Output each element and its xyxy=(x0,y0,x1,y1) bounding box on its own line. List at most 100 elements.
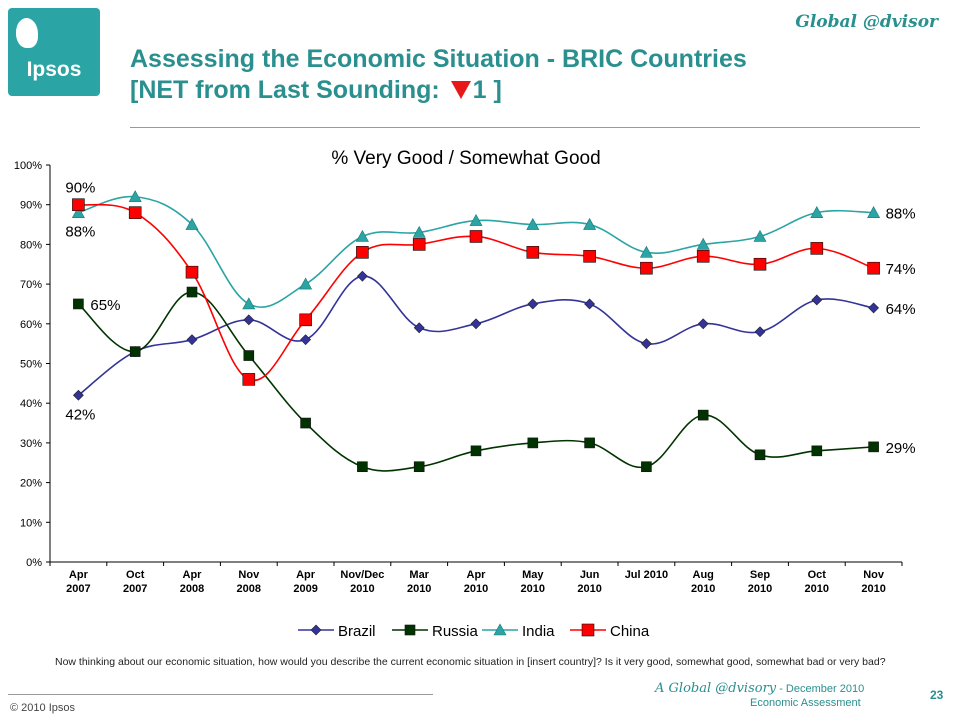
down-triangle-icon xyxy=(450,81,471,99)
x-tick-label: Nov xyxy=(238,569,260,581)
data-label-india: 88% xyxy=(886,206,916,223)
title-line2-pre: [NET from Last Sounding: xyxy=(130,76,447,104)
x-tick-label-year: 2007 xyxy=(123,583,147,595)
x-tick-label: May xyxy=(522,569,544,581)
x-tick-label: Apr xyxy=(467,569,487,581)
data-point-brazil xyxy=(811,294,823,306)
x-tick-label-year: 2010 xyxy=(577,583,601,595)
brand-top: Global @dvisor xyxy=(795,12,938,32)
title-part1: Assessing the Economic Situation - xyxy=(130,45,563,73)
data-point-russia xyxy=(73,298,84,310)
data-point-china xyxy=(867,261,880,275)
y-tick-label: 50% xyxy=(20,359,42,371)
data-point-india xyxy=(583,217,597,230)
x-tick-label: Jul 2010 xyxy=(625,569,668,581)
data-point-brazil xyxy=(72,389,84,401)
data-point-china xyxy=(696,250,710,263)
data-point-china xyxy=(640,261,653,275)
x-tick-label-year: 2010 xyxy=(350,583,374,595)
data-point-india xyxy=(128,190,142,203)
data-point-china xyxy=(412,238,426,251)
y-tick-label: 10% xyxy=(20,517,42,529)
data-label-russia: 65% xyxy=(90,297,120,314)
line-chart: % Very Good / Somewhat Good 0% 10% 20% 30% 40… xyxy=(14,148,916,640)
data-label-brazil: 42% xyxy=(65,406,95,423)
y-tick-label: 0% xyxy=(26,557,42,569)
x-tick-label-year: 2010 xyxy=(861,583,885,595)
data-point-russia xyxy=(413,461,425,473)
legend-marker-russia xyxy=(404,624,416,636)
x-tick-label: Apr xyxy=(296,569,316,581)
x-tick-label-year: 2010 xyxy=(805,583,829,595)
data-point-brazil xyxy=(300,334,312,346)
footer-brand-name: A Global @dvisory xyxy=(655,681,777,696)
data-point-russia xyxy=(584,437,595,449)
data-label-russia: 29% xyxy=(886,440,916,457)
footer-brand: A Global @dvisory - December 2010 xyxy=(655,680,864,696)
y-tick-label: 100% xyxy=(14,160,42,172)
x-tick-label: Sep xyxy=(750,569,770,581)
data-point-brazil xyxy=(754,326,766,338)
y-tick-label: 70% xyxy=(20,279,42,291)
y-tick-label: 60% xyxy=(20,319,42,331)
data-point-brazil xyxy=(697,318,709,330)
data-point-china xyxy=(299,313,312,327)
x-tick-label-year: 2010 xyxy=(464,583,488,595)
data-point-india xyxy=(867,206,881,218)
data-point-india xyxy=(299,277,313,290)
data-point-china xyxy=(753,257,767,271)
x-tick-label: Nov/Dec xyxy=(340,569,384,581)
y-tick-label: 80% xyxy=(20,239,42,251)
data-point-russia xyxy=(300,417,311,429)
series-line-india xyxy=(78,195,874,308)
y-tick-label: 90% xyxy=(20,200,42,212)
data-point-china xyxy=(583,250,596,263)
series-line-china xyxy=(78,203,874,382)
data-point-brazil xyxy=(527,298,539,310)
page-title: Assessing the Economic Situation - BRIC … xyxy=(130,44,910,106)
data-point-russia xyxy=(186,286,198,298)
x-tick-label: Mar xyxy=(409,569,429,581)
page-number: 23 xyxy=(930,688,944,702)
y-tick-label: 30% xyxy=(20,438,42,450)
copyright: © 2010 Ipsos xyxy=(10,702,75,714)
data-point-china xyxy=(128,206,142,219)
data-point-brazil xyxy=(640,338,652,350)
x-tick-label-year: 2010 xyxy=(407,583,431,595)
data-point-brazil xyxy=(356,270,368,282)
data-point-india xyxy=(639,245,653,258)
legend-label-brazil: Brazil xyxy=(338,623,376,640)
y-tick-label: 20% xyxy=(20,478,42,490)
x-tick-label-year: 2009 xyxy=(293,583,317,595)
x-tick-label-year: 2008 xyxy=(180,583,204,595)
data-point-india xyxy=(71,206,85,218)
x-tick-label: Jun xyxy=(580,569,600,581)
data-point-russia xyxy=(811,445,823,457)
data-point-russia xyxy=(357,461,368,473)
y-tick-label: 40% xyxy=(20,398,42,410)
legend-marker-brazil xyxy=(310,624,322,636)
data-point-india xyxy=(412,225,426,238)
ipsos-logo: Ipsos xyxy=(8,8,100,96)
x-tick-label: Aug xyxy=(693,569,714,581)
data-point-russia xyxy=(754,449,766,461)
legend-label-russia: Russia xyxy=(432,623,479,640)
x-tick-label-year: 2007 xyxy=(66,583,90,595)
data-point-russia xyxy=(470,445,482,457)
footer-brand-date: - December 2010 xyxy=(776,683,865,695)
logo-text: Ipsos xyxy=(26,58,82,81)
data-point-india xyxy=(469,213,483,226)
x-tick-label-year: 2008 xyxy=(237,583,261,595)
data-point-russia xyxy=(243,350,255,361)
data-label-india: 88% xyxy=(65,224,95,241)
data-label-brazil: 64% xyxy=(886,301,916,318)
data-point-brazil xyxy=(186,334,198,346)
data-point-china xyxy=(72,198,85,211)
title-part2: BRIC Countries xyxy=(562,45,747,73)
legend-marker-india xyxy=(493,623,507,636)
legend-label-india: India xyxy=(522,623,555,640)
x-tick-label-year: 2010 xyxy=(691,583,715,595)
data-point-china xyxy=(242,373,256,386)
data-point-china xyxy=(356,246,369,259)
logo-head-icon xyxy=(16,18,38,48)
